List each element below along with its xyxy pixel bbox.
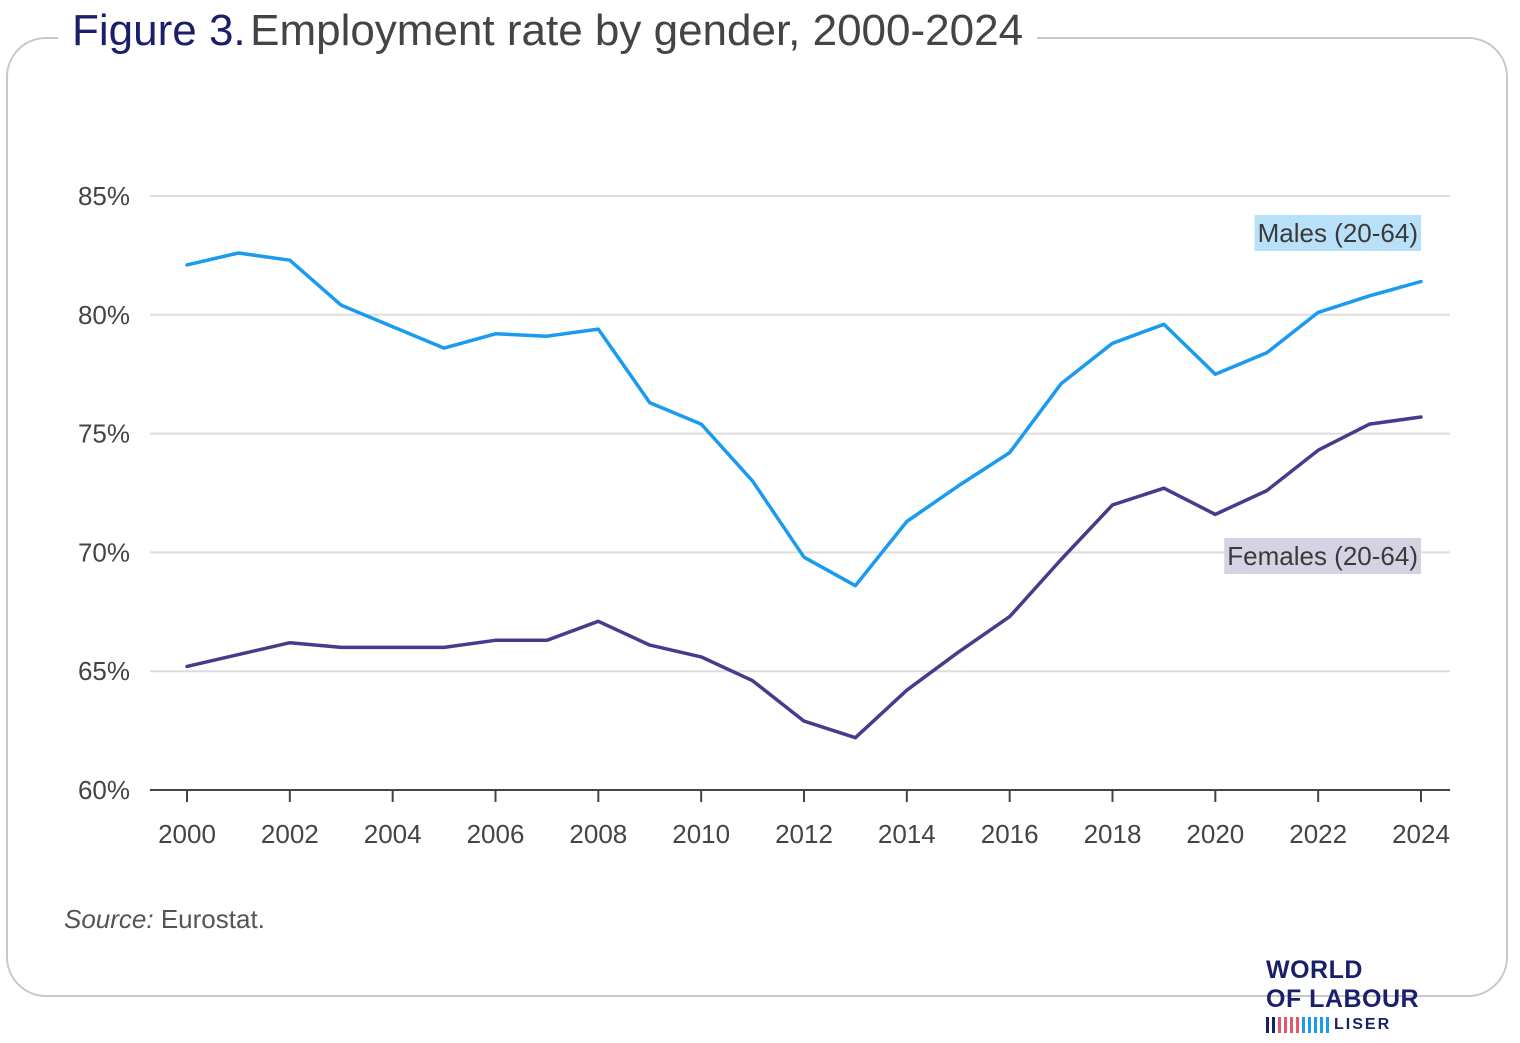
x-tick-label: 2004: [364, 819, 422, 849]
logo-liser: LISER: [1334, 1016, 1392, 1033]
title-text: Employment rate by gender, 2000-2024: [250, 6, 1024, 55]
y-tick-label: 65%: [78, 656, 130, 686]
females-series-label: Females (20-64): [1224, 538, 1421, 574]
x-tick-label: 2020: [1186, 819, 1244, 849]
males-series-label: Males (20-64): [1254, 215, 1421, 251]
males-series-line: [185, 251, 1423, 588]
y-tick-label: 70%: [78, 537, 130, 567]
x-tick-label: 2014: [878, 819, 936, 849]
figure-number: Figure 3.: [72, 6, 246, 55]
x-tick-label: 2000: [158, 819, 216, 849]
logo-bar: [1296, 1017, 1299, 1033]
x-tick-label: 2008: [569, 819, 627, 849]
series-labels: Males (20-64) Females (20-64): [1224, 215, 1421, 574]
x-tick-label: 2016: [981, 819, 1039, 849]
source-label: Source:: [64, 904, 154, 934]
logo-line-1: WORLD: [1266, 956, 1363, 984]
y-tick-label: 80%: [78, 300, 130, 330]
series-label-background: [1224, 538, 1421, 574]
x-tick-label: 2002: [261, 819, 319, 849]
x-tick-label: 2006: [467, 819, 525, 849]
y-axis-ticks: 60% 65% 70% 75% 80% 85%: [78, 181, 130, 805]
logo-bottom-row: LISER: [1266, 1016, 1456, 1034]
x-axis-ticks: 2000 2002 2004 2006 2008 2010 2012 2014 2016 2018…: [158, 790, 1450, 849]
series-lines: [185, 251, 1423, 740]
x-tick-label: 2010: [672, 819, 730, 849]
logo-bar: [1320, 1017, 1323, 1033]
y-tick-label: 60%: [78, 775, 130, 805]
figure-title: Figure 3. Employment rate by gender, 200…: [58, 6, 1038, 56]
logo-line-2: OF LABOUR: [1266, 985, 1420, 1013]
series-label-text: Females (20-64): [1227, 541, 1418, 571]
logo-bar: [1278, 1017, 1281, 1033]
y-tick-label: 85%: [78, 181, 130, 211]
x-tick-label: 2022: [1289, 819, 1347, 849]
y-tick-label: 75%: [78, 419, 130, 449]
world-of-labour-logo: WORLD OF LABOUR LISER: [1266, 956, 1456, 1034]
series-label-text: Males (20-64): [1258, 218, 1418, 248]
x-tick-label: 2024: [1392, 819, 1450, 849]
logo-bar: [1272, 1017, 1275, 1033]
logo-bar: [1314, 1017, 1317, 1033]
x-tick-label: 2018: [1084, 819, 1142, 849]
logo-bar: [1302, 1017, 1305, 1033]
grid-lines: [150, 195, 1450, 673]
logo-bar: [1326, 1017, 1329, 1033]
source-text: Eurostat.: [160, 904, 265, 934]
logo-bars: [1266, 1017, 1329, 1033]
source-note: Source: Eurostat.: [64, 904, 265, 935]
series-label-background: [1254, 215, 1421, 251]
logo-bar: [1290, 1017, 1293, 1033]
females-series-line: [185, 415, 1423, 740]
x-tick-label: 2012: [775, 819, 833, 849]
logo-bar: [1266, 1017, 1269, 1033]
logo-bar: [1308, 1017, 1311, 1033]
logo-bar: [1284, 1017, 1287, 1033]
